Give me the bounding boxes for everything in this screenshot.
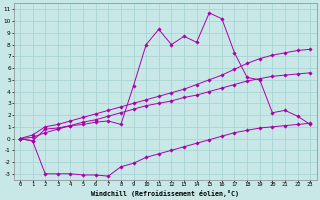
X-axis label: Windchill (Refroidissement éolien,°C): Windchill (Refroidissement éolien,°C) xyxy=(91,190,239,197)
